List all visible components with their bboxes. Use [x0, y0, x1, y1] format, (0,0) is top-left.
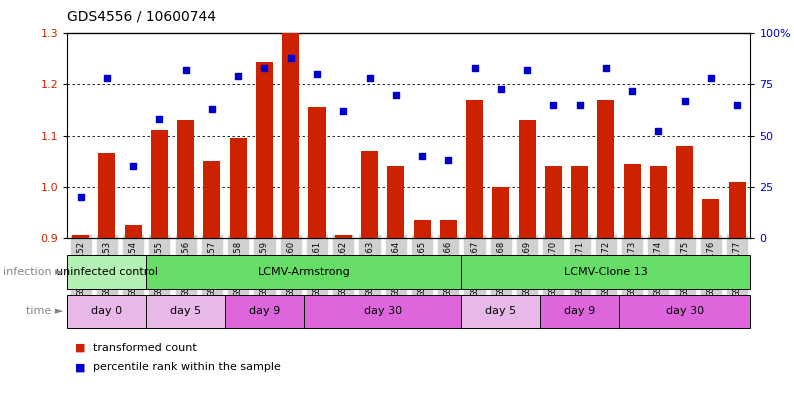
- Point: [599, 65, 612, 71]
- Bar: [597, 100, 615, 238]
- Point: [389, 92, 402, 98]
- Point: [363, 75, 376, 81]
- Bar: [146, 295, 225, 328]
- Text: LCMV-Clone 13: LCMV-Clone 13: [564, 267, 648, 277]
- Point: [704, 75, 717, 81]
- Point: [416, 153, 429, 159]
- Bar: [466, 100, 483, 238]
- Point: [468, 65, 481, 71]
- Text: infection ►: infection ►: [3, 267, 64, 277]
- Bar: [98, 153, 115, 238]
- Bar: [461, 295, 540, 328]
- Point: [206, 106, 218, 112]
- Bar: [203, 161, 221, 238]
- Bar: [649, 166, 667, 238]
- Bar: [623, 163, 641, 238]
- Bar: [72, 235, 89, 238]
- Bar: [229, 138, 247, 238]
- Bar: [67, 255, 146, 289]
- Bar: [571, 166, 588, 238]
- Bar: [461, 255, 750, 289]
- Text: GDS4556 / 10600744: GDS4556 / 10600744: [67, 10, 217, 24]
- Text: time ►: time ►: [26, 307, 64, 316]
- Text: uninfected control: uninfected control: [56, 267, 158, 277]
- Text: day 9: day 9: [249, 307, 280, 316]
- Bar: [335, 235, 352, 238]
- Bar: [387, 166, 404, 238]
- Point: [652, 129, 665, 135]
- Bar: [225, 295, 304, 328]
- Bar: [492, 187, 510, 238]
- Point: [521, 67, 534, 73]
- Bar: [67, 295, 146, 328]
- Text: day 30: day 30: [665, 307, 703, 316]
- Text: day 30: day 30: [364, 307, 402, 316]
- Point: [101, 75, 114, 81]
- Point: [284, 55, 297, 61]
- Text: ■: ■: [75, 362, 86, 373]
- Point: [127, 163, 140, 169]
- Text: percentile rank within the sample: percentile rank within the sample: [93, 362, 281, 373]
- Point: [310, 71, 323, 77]
- Point: [153, 116, 166, 122]
- Bar: [518, 120, 536, 238]
- Text: day 5: day 5: [485, 307, 516, 316]
- Bar: [282, 33, 299, 238]
- Text: LCMV-Armstrong: LCMV-Armstrong: [257, 267, 350, 277]
- Point: [495, 85, 507, 92]
- Point: [337, 108, 349, 114]
- Text: day 0: day 0: [91, 307, 122, 316]
- Bar: [256, 61, 273, 238]
- Bar: [540, 295, 619, 328]
- Bar: [729, 182, 746, 238]
- Bar: [414, 220, 430, 238]
- Bar: [304, 295, 461, 328]
- Text: day 9: day 9: [564, 307, 596, 316]
- Text: transformed count: transformed count: [93, 343, 197, 353]
- Point: [232, 73, 245, 79]
- Bar: [545, 166, 562, 238]
- Point: [678, 98, 691, 104]
- Bar: [125, 225, 141, 238]
- Bar: [676, 146, 693, 238]
- Point: [547, 102, 560, 108]
- Bar: [151, 130, 168, 238]
- Bar: [308, 107, 326, 238]
- Bar: [146, 255, 461, 289]
- Bar: [177, 120, 195, 238]
- Point: [179, 67, 192, 73]
- Text: ■: ■: [75, 343, 86, 353]
- Bar: [440, 220, 457, 238]
- Bar: [703, 199, 719, 238]
- Point: [258, 65, 271, 71]
- Point: [730, 102, 743, 108]
- Text: day 5: day 5: [170, 307, 201, 316]
- Bar: [361, 151, 378, 238]
- Point: [442, 157, 455, 163]
- Bar: [619, 295, 750, 328]
- Point: [626, 88, 638, 94]
- Point: [573, 102, 586, 108]
- Point: [75, 194, 87, 200]
